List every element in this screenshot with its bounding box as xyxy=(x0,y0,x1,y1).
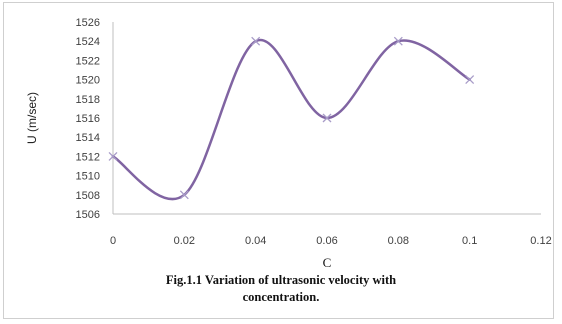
data-point-marker xyxy=(251,36,261,46)
x-tick-label: 0.06 xyxy=(316,235,337,247)
data-point-marker xyxy=(179,190,189,200)
data-point-marker xyxy=(322,113,332,123)
x-tick-label: 0.1 xyxy=(462,235,477,247)
data-point-marker xyxy=(393,36,403,46)
y-axis-title: U (m/sec) xyxy=(25,92,39,144)
y-tick-label: 1512 xyxy=(76,151,100,163)
y-tick-label: 1520 xyxy=(76,75,100,87)
y-tick-label: 1524 xyxy=(76,36,100,48)
x-tick-label: 0 xyxy=(110,235,116,247)
x-tick-label: 0.04 xyxy=(245,235,266,247)
figure-caption: Fig.1.1 Variation of ultrasonic velocity… xyxy=(0,272,562,306)
x-tick-labels: 0 0.02 0.04 0.06 0.08 0.1 0.12 xyxy=(110,235,552,247)
caption-line-2: concentration. xyxy=(242,290,320,304)
y-tick-label: 1522 xyxy=(76,55,100,67)
y-tick-label: 1506 xyxy=(76,209,100,221)
y-tick-label: 1510 xyxy=(76,171,100,183)
x-tick-label: 0.02 xyxy=(174,235,195,247)
y-tick-label: 1526 xyxy=(76,17,100,29)
x-tick-label: 0.08 xyxy=(388,235,409,247)
y-tick-labels: 1506 1508 1510 1512 1514 1516 1518 1520 1522 1524… xyxy=(76,17,100,221)
series-markers xyxy=(108,36,475,200)
x-axis-title: C xyxy=(323,255,332,270)
y-tick-label: 1514 xyxy=(76,132,100,144)
y-tick-label: 1516 xyxy=(76,113,100,125)
data-point-marker xyxy=(108,151,118,161)
x-tick-label: 0.12 xyxy=(530,235,551,247)
data-point-marker xyxy=(465,75,475,85)
series-line xyxy=(111,38,471,201)
y-tick-label: 1508 xyxy=(76,190,100,202)
caption-line-1: Fig.1.1 Variation of ultrasonic velocity… xyxy=(165,273,397,287)
y-tick-label: 1518 xyxy=(76,94,100,106)
